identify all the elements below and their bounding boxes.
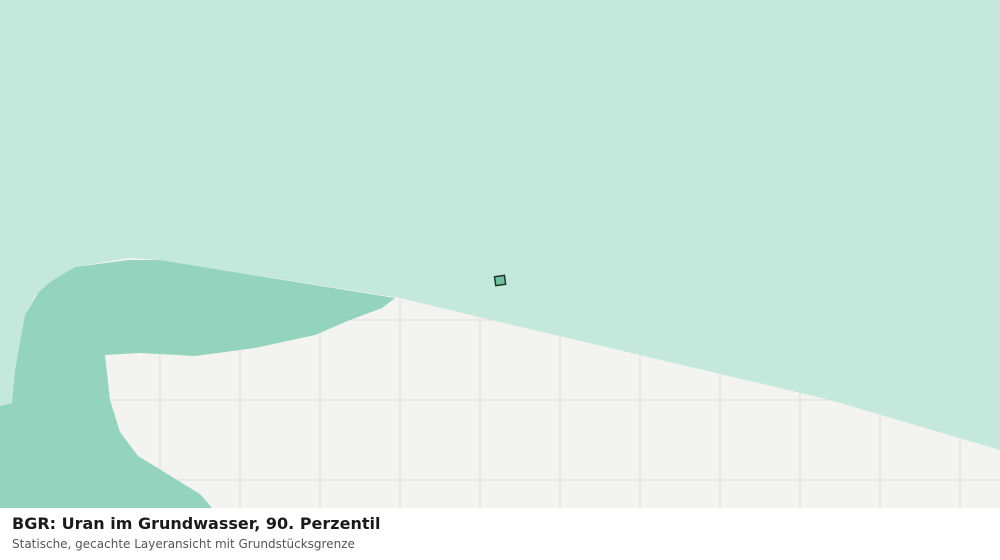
caption-subtitle: Statische, gecachte Layeransicht mit Gru… bbox=[12, 537, 355, 551]
caption-title: BGR: Uran im Grundwasser, 90. Perzentil bbox=[12, 514, 381, 533]
light-zone bbox=[0, 0, 1000, 450]
caption: BGR: Uran im Grundwasser, 90. Perzentil … bbox=[0, 508, 1000, 560]
dark-zone bbox=[0, 260, 395, 508]
map bbox=[0, 0, 1000, 508]
parcel-boundary bbox=[493, 274, 507, 287]
